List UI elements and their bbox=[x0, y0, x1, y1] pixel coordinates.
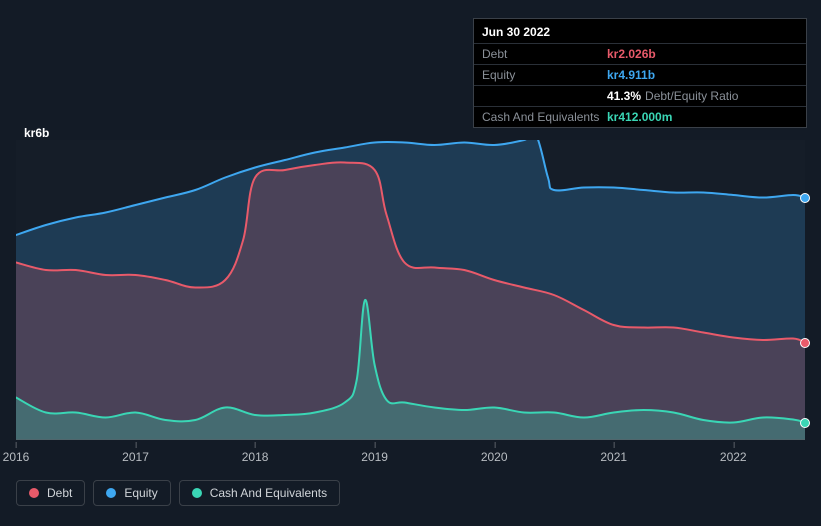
legend-dot-icon bbox=[192, 488, 202, 498]
legend-item-equity[interactable]: Equity bbox=[93, 480, 170, 506]
legend-item-debt[interactable]: Debt bbox=[16, 480, 85, 506]
tooltip-row-label: Cash And Equivalents bbox=[482, 109, 607, 125]
tooltip-row: 41.3%Debt/Equity Ratio bbox=[474, 85, 806, 106]
y-axis-label: kr6b bbox=[24, 126, 49, 140]
tooltip-row: Debtkr2.026b bbox=[474, 43, 806, 64]
area-chart bbox=[16, 140, 805, 440]
x-axis-tick: 2016 bbox=[3, 450, 30, 464]
x-axis-tick: 2019 bbox=[361, 450, 388, 464]
tooltip-date: Jun 30 2022 bbox=[474, 19, 806, 43]
tooltip-row: Equitykr4.911b bbox=[474, 64, 806, 85]
x-axis: 2016201720182019202020212022 bbox=[16, 444, 805, 468]
tooltip-row-value: kr4.911b bbox=[607, 67, 655, 83]
legend-label: Debt bbox=[47, 486, 72, 500]
tooltip-row-value: kr2.026b bbox=[607, 46, 656, 62]
series-end-marker bbox=[800, 193, 810, 203]
x-axis-tick: 2017 bbox=[122, 450, 149, 464]
x-axis-tick: 2018 bbox=[242, 450, 269, 464]
tooltip-row: Cash And Equivalentskr412.000m bbox=[474, 106, 806, 127]
tooltip-row-label bbox=[482, 88, 607, 104]
legend-label: Cash And Equivalents bbox=[210, 486, 327, 500]
tooltip-row-label: Debt bbox=[482, 46, 607, 62]
tooltip-row-value: 41.3%Debt/Equity Ratio bbox=[607, 88, 738, 104]
x-axis-tick: 2022 bbox=[720, 450, 747, 464]
series-end-marker bbox=[800, 418, 810, 428]
x-axis-tick: 2020 bbox=[481, 450, 508, 464]
tooltip-row-value: kr412.000m bbox=[607, 109, 672, 125]
legend-item-cash-and-equivalents[interactable]: Cash And Equivalents bbox=[179, 480, 340, 506]
series-end-marker bbox=[800, 338, 810, 348]
legend-label: Equity bbox=[124, 486, 157, 500]
legend-dot-icon bbox=[106, 488, 116, 498]
tooltip-row-suffix: Debt/Equity Ratio bbox=[645, 89, 738, 103]
x-axis-tick: 2021 bbox=[600, 450, 627, 464]
tooltip-row-label: Equity bbox=[482, 67, 607, 83]
legend-dot-icon bbox=[29, 488, 39, 498]
hover-tooltip: Jun 30 2022 Debtkr2.026bEquitykr4.911b41… bbox=[473, 18, 807, 128]
legend: Debt Equity Cash And Equivalents bbox=[16, 480, 340, 506]
